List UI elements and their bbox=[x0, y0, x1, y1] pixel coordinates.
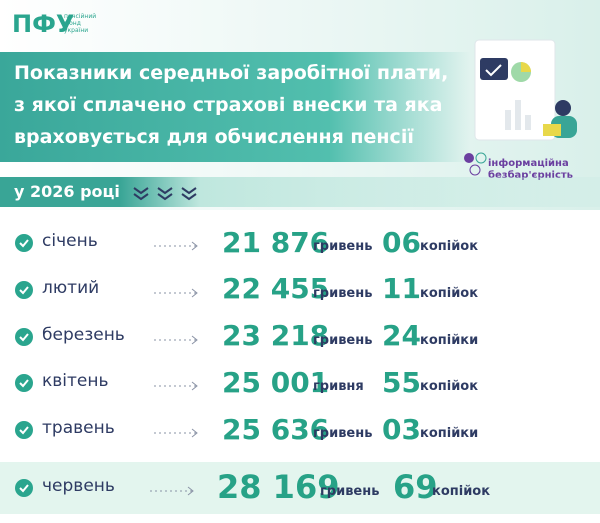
hryvnias: 28 169 bbox=[217, 468, 340, 507]
arrow-icon bbox=[154, 335, 198, 344]
kopecks: 69 bbox=[393, 468, 438, 507]
check bbox=[15, 421, 33, 440]
arrow-icon bbox=[154, 428, 198, 438]
month: січень bbox=[42, 231, 98, 251]
arrow bbox=[152, 377, 202, 391]
period-bar bbox=[0, 177, 600, 207]
check bbox=[15, 374, 33, 393]
hryvnias: 25 636 bbox=[222, 412, 330, 446]
kopecks: 55 bbox=[382, 366, 421, 400]
month: квітень bbox=[42, 371, 109, 392]
month: травень bbox=[42, 418, 115, 439]
logo-line: фонд bbox=[64, 20, 81, 27]
badge: інформаційна безбар'єрність bbox=[488, 158, 573, 182]
kopeck-word: копійки bbox=[420, 426, 479, 442]
check bbox=[15, 327, 33, 346]
hryvnias: 22 455 bbox=[222, 272, 330, 306]
kopecks: 11 bbox=[382, 272, 421, 306]
month: лютий bbox=[42, 277, 100, 298]
hryvnias: 21 876 bbox=[222, 225, 330, 259]
chevrons bbox=[133, 187, 197, 201]
check bbox=[15, 280, 33, 299]
title-banner bbox=[0, 52, 470, 162]
hryvnia-word: гривень bbox=[320, 484, 380, 499]
badge-line: інформаційна bbox=[488, 158, 569, 169]
kopeck-word: копійки bbox=[420, 332, 479, 348]
arrow bbox=[152, 237, 202, 251]
check-icon bbox=[15, 421, 33, 440]
hryvnia-word: гривень bbox=[313, 239, 373, 254]
hryvnia-word: гривень bbox=[313, 285, 373, 301]
kopecks: 03 bbox=[382, 412, 421, 446]
logo-line: пенсійний bbox=[64, 13, 97, 20]
month: березень bbox=[42, 324, 125, 345]
logo-text: пенсійний фонд україни bbox=[64, 13, 96, 34]
hryvnia-word: гривня bbox=[313, 379, 364, 395]
arrow-icon bbox=[154, 382, 198, 391]
title-line: з якої сплачено страхові внески та яка bbox=[14, 94, 443, 116]
kopeck-word: копійок bbox=[420, 285, 479, 301]
kopecks: 24 bbox=[382, 319, 421, 353]
kopeck-word: копійок bbox=[420, 239, 479, 254]
check-icon bbox=[15, 280, 33, 299]
check-icon bbox=[15, 479, 33, 497]
logo-mark: ПФУ bbox=[12, 10, 75, 38]
kopecks: 06 bbox=[382, 225, 421, 259]
period: у 2026 році bbox=[14, 182, 120, 201]
kopeck-word: копійок bbox=[432, 484, 491, 499]
kopeck-word: копійок bbox=[420, 379, 479, 395]
check-icon bbox=[15, 234, 33, 252]
check bbox=[15, 479, 33, 497]
arrow-icon bbox=[154, 288, 198, 298]
illustration bbox=[464, 39, 577, 176]
arrow-icon bbox=[150, 486, 194, 496]
title-line: Показники середньої заробітної плати, bbox=[14, 62, 449, 84]
arrow bbox=[152, 284, 202, 298]
hryvnia-word: гривень bbox=[313, 332, 373, 348]
hryvnias: 23 218 bbox=[222, 319, 330, 353]
badge-line: безбар'єрність bbox=[488, 170, 573, 181]
arrow-icon bbox=[154, 241, 198, 251]
hryvnias: 25 001 bbox=[222, 366, 330, 400]
month: червень bbox=[42, 476, 115, 496]
arrow bbox=[148, 482, 198, 496]
arrow bbox=[152, 331, 202, 344]
check-icon bbox=[15, 374, 33, 393]
check-icon bbox=[15, 327, 33, 346]
arrow bbox=[152, 424, 202, 438]
check bbox=[15, 234, 33, 252]
hryvnia-word: гривень bbox=[313, 426, 373, 442]
title-line: враховується для обчислення пенсії bbox=[14, 126, 414, 148]
logo-line: україни bbox=[64, 27, 89, 34]
highlight bbox=[0, 462, 600, 514]
